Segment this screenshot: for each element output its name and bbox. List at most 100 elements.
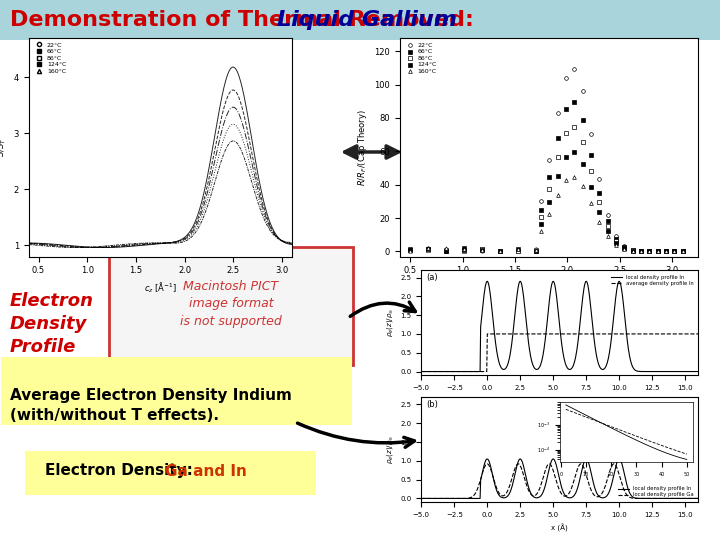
local density profile In xyxy=(582,456,590,462)
22°C xyxy=(552,109,564,118)
Point xyxy=(494,247,505,255)
Y-axis label: $\rho_e(z)/\rho_\infty$: $\rho_e(z)/\rho_\infty$ xyxy=(384,308,395,337)
66°C xyxy=(677,247,688,256)
22°C xyxy=(669,247,680,256)
Point xyxy=(440,245,451,253)
66°C xyxy=(602,217,613,226)
124°C xyxy=(594,208,606,217)
86°C xyxy=(611,237,622,245)
66°C xyxy=(618,242,630,251)
22°C xyxy=(577,86,588,95)
124°C xyxy=(627,246,639,255)
124°C xyxy=(585,183,597,192)
124°C xyxy=(544,197,555,206)
66°C xyxy=(569,98,580,106)
Text: Electron
Density
Profile: Electron Density Profile xyxy=(10,292,94,356)
124°C xyxy=(652,247,663,256)
66°C xyxy=(585,151,597,159)
86°C xyxy=(585,167,597,176)
160°C xyxy=(594,218,606,226)
average density profile In xyxy=(688,330,697,337)
86°C xyxy=(635,247,647,255)
86°C xyxy=(594,198,606,207)
Point xyxy=(440,247,451,256)
average density profile In xyxy=(551,330,559,337)
124°C xyxy=(577,160,588,168)
local density profile Ga xyxy=(567,485,575,492)
160°C xyxy=(544,210,555,218)
Point xyxy=(530,247,541,255)
Text: (a): (a) xyxy=(427,273,438,282)
66°C xyxy=(644,247,655,256)
local density profile Ga xyxy=(550,471,559,478)
local density profile Ga xyxy=(417,495,426,502)
160°C xyxy=(669,247,680,256)
Y-axis label: $R/R_F$/(Cap Theory): $R/R_F$/(Cap Theory) xyxy=(356,109,369,186)
local density profile In xyxy=(549,278,557,285)
Point xyxy=(423,244,434,253)
22°C xyxy=(611,232,622,240)
Point xyxy=(405,246,416,255)
Point xyxy=(458,246,469,255)
Text: Macintosh PICT
image format
is not supported: Macintosh PICT image format is not suppo… xyxy=(180,280,282,327)
124°C xyxy=(644,247,655,256)
Text: Macintosh PICT
image format
is not supported: Macintosh PICT image format is not suppo… xyxy=(122,72,213,108)
local density profile In xyxy=(582,456,591,462)
Point xyxy=(458,245,469,253)
160°C xyxy=(552,191,564,199)
Point xyxy=(530,247,541,255)
local density profile In xyxy=(582,279,591,285)
Legend: 22°C, 66°C, 86°C, 124°C, 160°C: 22°C, 66°C, 86°C, 124°C, 160°C xyxy=(32,41,68,75)
86°C xyxy=(577,138,588,146)
124°C xyxy=(560,152,572,161)
Point xyxy=(458,246,469,254)
Line: local density profile In: local density profile In xyxy=(421,281,698,372)
Point xyxy=(423,245,434,253)
Text: Demonstration of Thermal Removed:: Demonstration of Thermal Removed: xyxy=(10,10,482,30)
Point xyxy=(476,245,487,254)
22°C xyxy=(635,247,647,255)
66°C xyxy=(660,247,672,256)
160°C xyxy=(677,247,688,256)
86°C xyxy=(602,222,613,231)
86°C xyxy=(627,246,639,255)
Point xyxy=(494,246,505,255)
local density profile In xyxy=(644,495,653,502)
Point xyxy=(405,246,416,254)
local density profile Ga xyxy=(610,461,618,467)
Point xyxy=(530,246,541,254)
Text: Liquid Gallium: Liquid Gallium xyxy=(277,10,456,30)
Text: Macintosh PICT
image format
is not supported: Macintosh PICT image format is not suppo… xyxy=(453,72,544,108)
160°C xyxy=(577,181,588,190)
Point xyxy=(512,247,523,255)
160°C xyxy=(660,247,672,256)
22°C xyxy=(569,64,580,73)
160°C xyxy=(627,246,639,255)
Legend: 22°C, 66°C, 86°C, 124°C, 160°C: 22°C, 66°C, 86°C, 124°C, 160°C xyxy=(402,41,438,75)
local density profile Ga xyxy=(694,495,703,502)
86°C xyxy=(669,247,680,256)
22°C xyxy=(585,130,597,138)
FancyBboxPatch shape xyxy=(25,451,316,495)
66°C xyxy=(552,134,564,143)
124°C xyxy=(677,247,688,256)
66°C xyxy=(669,247,680,256)
22°C xyxy=(677,247,688,256)
86°C xyxy=(569,123,580,131)
160°C xyxy=(536,226,547,235)
160°C xyxy=(618,245,630,253)
Point xyxy=(476,245,487,254)
Text: Average Electron Density Indium
(with/without T effects).: Average Electron Density Indium (with/wi… xyxy=(10,388,292,423)
local density profile In xyxy=(550,457,559,463)
66°C xyxy=(536,206,547,214)
X-axis label: $q_z$ Å$^{-1}$: $q_z$ Å$^{-1}$ xyxy=(536,281,562,296)
Point xyxy=(512,246,523,255)
66°C xyxy=(635,247,647,255)
Point xyxy=(512,245,523,253)
66°C xyxy=(544,172,555,181)
160°C xyxy=(652,247,663,256)
86°C xyxy=(644,247,655,256)
Point xyxy=(440,244,451,253)
66°C xyxy=(560,105,572,113)
86°C xyxy=(618,244,630,252)
